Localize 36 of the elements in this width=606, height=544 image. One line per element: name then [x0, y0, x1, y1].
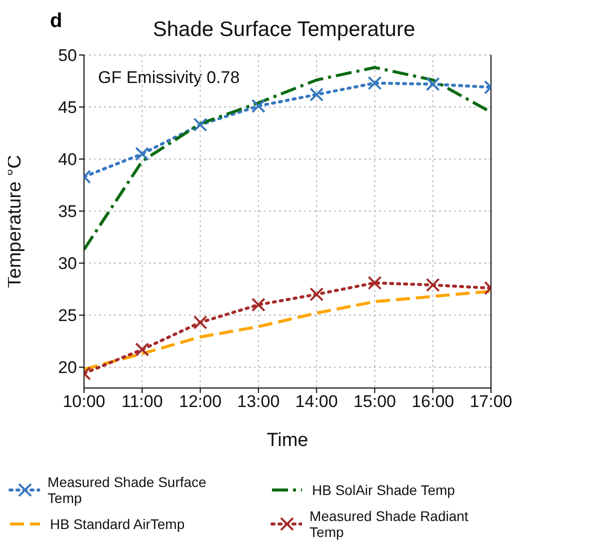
- point: [251, 98, 266, 113]
- point: [310, 287, 324, 302]
- y-tick-label: 20: [58, 358, 77, 378]
- point: [135, 146, 150, 161]
- x-tick-label: 16:00: [412, 392, 454, 412]
- y-tick-label: 40: [58, 150, 77, 170]
- point: [426, 77, 440, 92]
- line-series: [84, 290, 491, 371]
- y-tick-label: 35: [58, 202, 77, 222]
- x-tick-label: 17:00: [470, 392, 512, 412]
- point: [135, 342, 150, 356]
- y-tick-label: 50: [58, 46, 77, 66]
- point: [193, 315, 208, 330]
- x-tick-label: 15:00: [353, 392, 396, 412]
- legend-label: Measured Shade Surface Temp: [48, 474, 208, 506]
- point: [251, 298, 266, 312]
- legend-label: Measured Shade Radiant Temp: [310, 508, 470, 540]
- legend-label: HB Standard AirTemp: [50, 516, 185, 532]
- annotation: GF Emissivity 0.78: [98, 68, 240, 88]
- y-tick-label: 45: [58, 98, 77, 118]
- x-tick-label: 12:00: [179, 392, 222, 412]
- point: [368, 276, 382, 290]
- text: d: [50, 10, 62, 33]
- x-tick-label: 10:00: [62, 392, 106, 412]
- point: [193, 118, 208, 132]
- x-tick-label: 14:00: [295, 392, 338, 412]
- x-tick-label: 11:00: [122, 392, 163, 412]
- chart-title: Shade Surface Temperature: [152, 18, 416, 42]
- y-tick-label: 25: [58, 306, 77, 326]
- x-tick-label: 13:00: [237, 392, 280, 412]
- x-axis-title: Time: [266, 430, 308, 451]
- point: [426, 278, 440, 292]
- point: [310, 88, 324, 102]
- y-tick-label: 30: [58, 254, 77, 274]
- point: [368, 76, 382, 90]
- legend-label: HB SolAir Shade Temp: [312, 482, 455, 498]
